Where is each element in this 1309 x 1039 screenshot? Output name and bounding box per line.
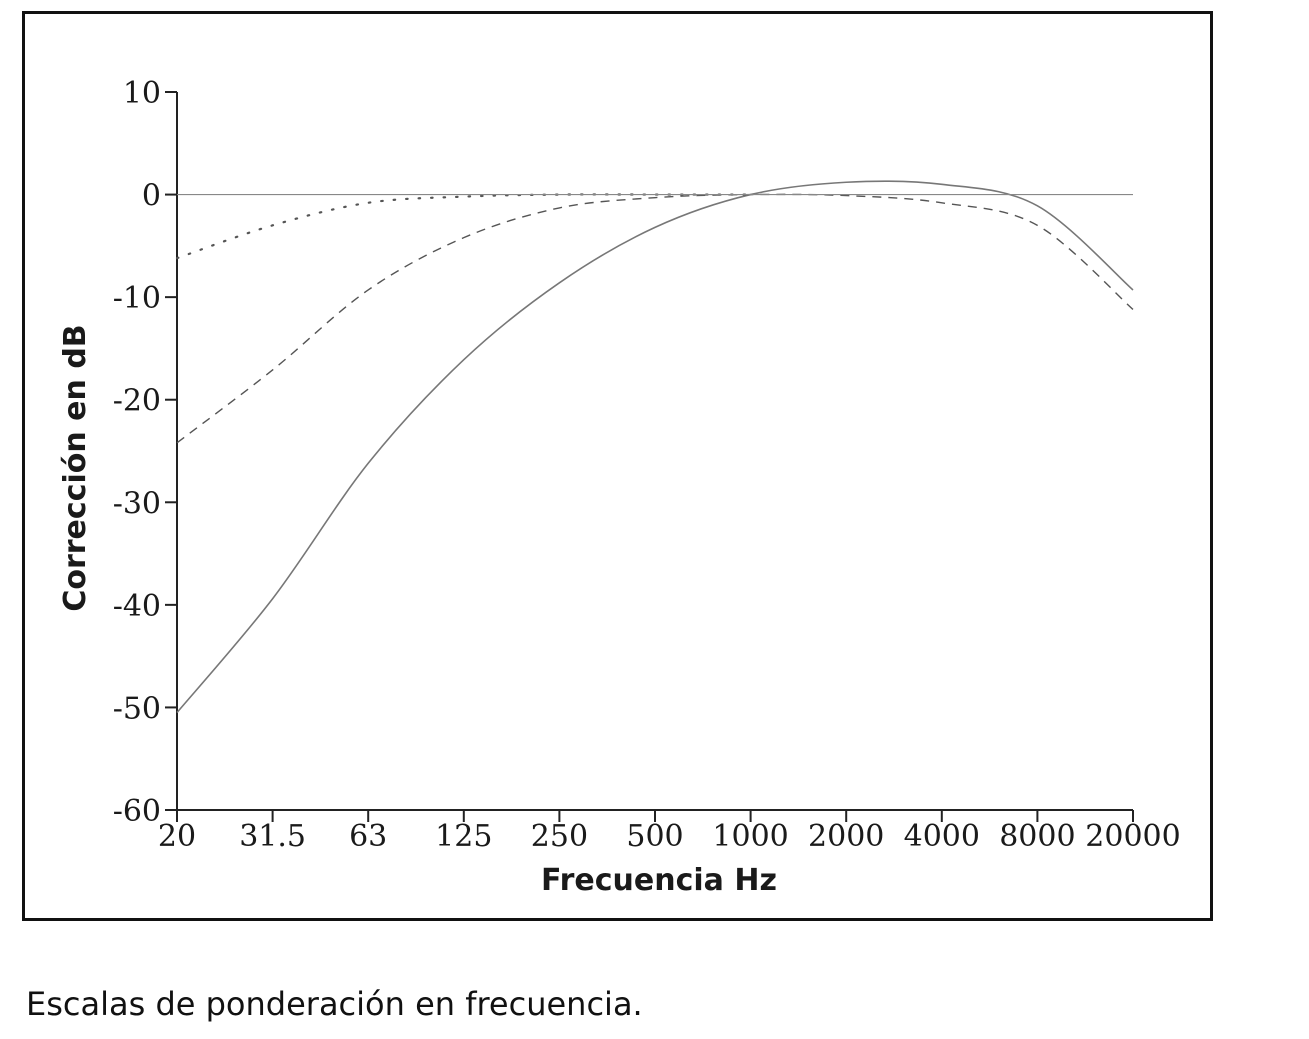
x-tick-label: 20000	[1085, 819, 1180, 854]
y-tick-label: -10	[113, 281, 161, 316]
axes	[165, 91, 1134, 822]
figure-frame: 10 0 -10 -20 -30 -40 -50 -60 20 31.5 63 125 250 500 10…	[22, 11, 1213, 921]
x-tick-label: 125	[435, 819, 492, 854]
y-tick-label: -30	[113, 486, 161, 521]
y-tick-label: -60	[113, 794, 161, 829]
y-tick-label: 10	[123, 76, 161, 111]
x-tick-label: 4000	[904, 819, 980, 854]
x-tick-label: 250	[531, 819, 588, 854]
series-layer	[175, 180, 1134, 714]
x-axis-title: Frecuencia Hz	[541, 863, 777, 898]
x-tick-label: 8000	[999, 819, 1075, 854]
y-tick-label: -20	[113, 384, 161, 419]
series-line-dotted	[175, 193, 752, 260]
y-axis-title: Corrección en dB	[58, 324, 93, 611]
series-line-solid	[176, 180, 1134, 714]
y-tick-label: -50	[113, 691, 161, 726]
y-tick-label: -40	[113, 589, 161, 624]
x-tick-label: 31.5	[239, 819, 306, 854]
x-tick-label: 63	[349, 819, 387, 854]
x-tick-label: 2000	[808, 819, 884, 854]
x-tick-label: 20	[158, 819, 196, 854]
series-line-dashed	[176, 193, 1134, 444]
x-tick-label: 1000	[712, 819, 788, 854]
x-tick-label: 500	[626, 819, 683, 854]
y-tick-label: 0	[142, 179, 161, 214]
figure-caption: Escalas de ponderación en frecuencia.	[26, 985, 643, 1023]
